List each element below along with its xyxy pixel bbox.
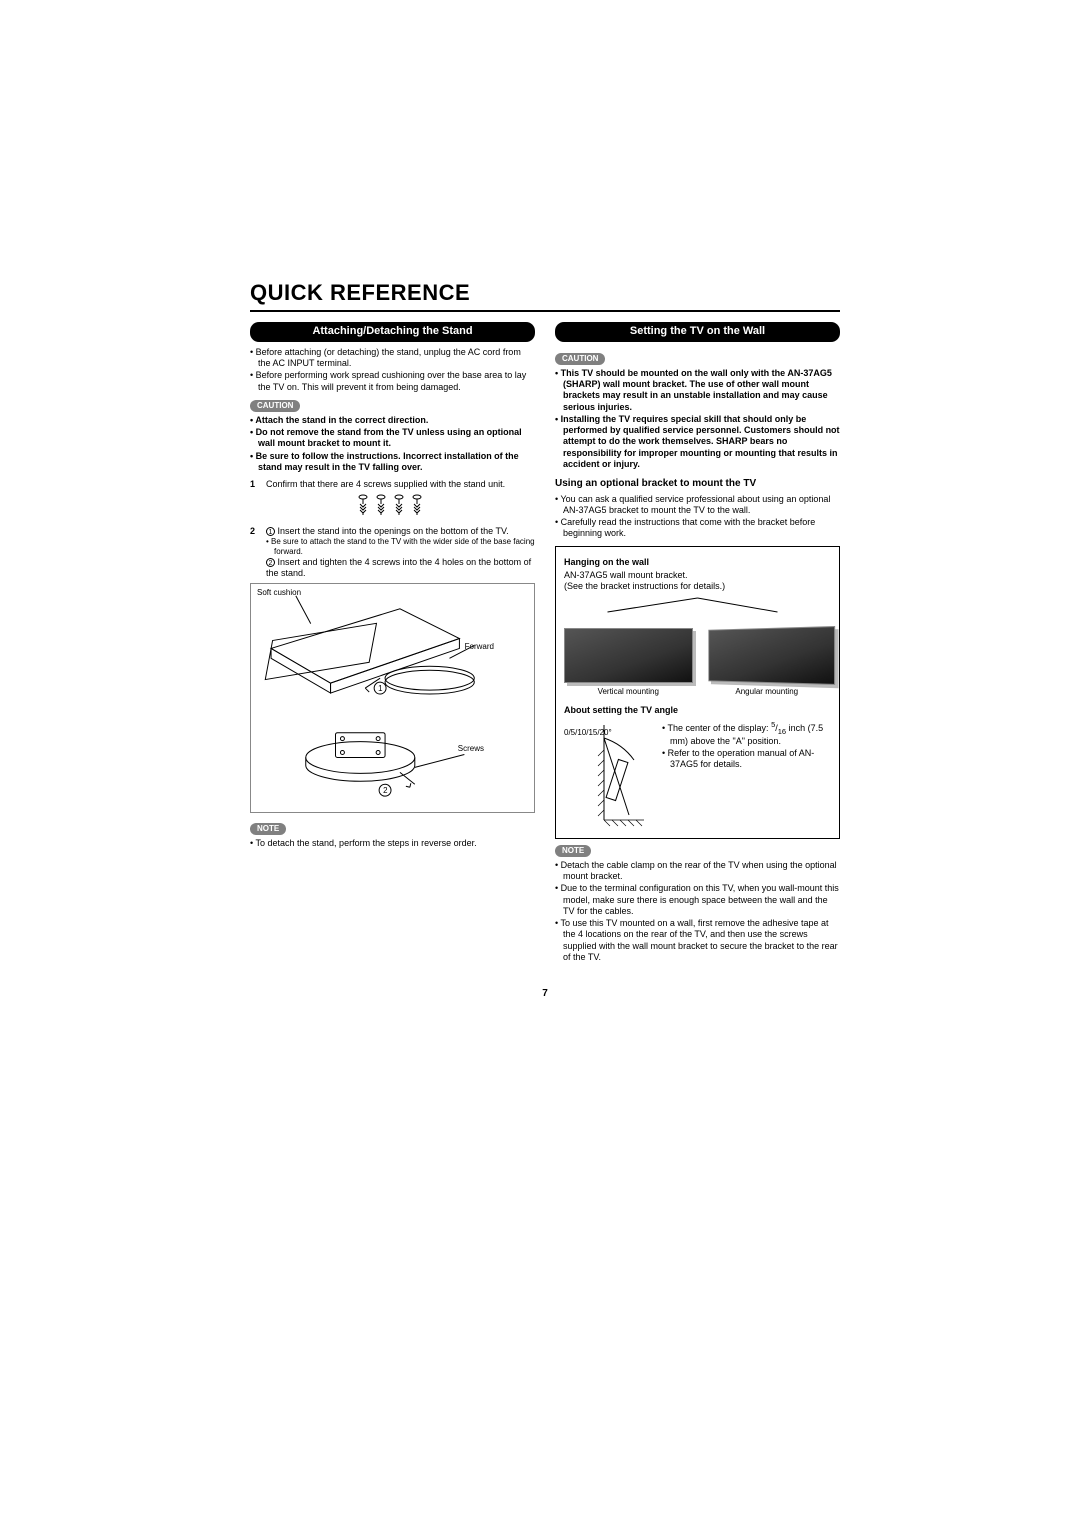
title-rule — [250, 310, 840, 312]
diagram-label: Screws — [458, 744, 484, 754]
mount-vertical: Vertical mounting — [564, 628, 693, 697]
angle-label: 0/5/10/15/20° — [564, 728, 612, 738]
frac-den: 16 — [778, 727, 786, 736]
angle-span: The center of the display: — [668, 723, 772, 733]
screws-icon — [353, 494, 433, 516]
left-column: Attaching/Detaching the Stand Before att… — [250, 322, 535, 964]
bracket-lines-icon — [564, 596, 831, 614]
angle-item: Refer to the operation manual of AN-37AG… — [662, 748, 831, 771]
svg-text:1: 1 — [378, 684, 383, 693]
note-item: Detach the cable clamp on the rear of th… — [555, 860, 840, 883]
caution-label: CAUTION — [555, 353, 605, 365]
substep-text: Insert the stand into the openings on th… — [278, 526, 509, 536]
right-caution-list: This TV should be mounted on the wall on… — [555, 368, 840, 470]
step-text: Confirm that there are 4 screws supplied… — [266, 479, 535, 490]
step-body: 1 Insert the stand into the openings on … — [266, 526, 535, 580]
mount-caption: Vertical mounting — [564, 687, 693, 697]
note-label: NOTE — [250, 823, 286, 835]
screws-figure — [250, 494, 535, 519]
caution-item: Be sure to follow the instructions. Inco… — [250, 451, 535, 474]
page-title: QUICK REFERENCE — [250, 280, 840, 306]
svg-text:2: 2 — [383, 786, 387, 795]
frac-num: 5 — [771, 720, 775, 729]
mount-angular: Angular mounting — [703, 628, 832, 697]
right-heading: Setting the TV on the Wall — [555, 322, 840, 342]
angle-heading: About setting the TV angle — [564, 705, 831, 716]
tv-thumb-icon — [564, 628, 693, 683]
mount-caption: Angular mounting — [703, 687, 832, 697]
stand-diagram-svg: 1 2 — [251, 584, 534, 812]
diagram-label: Forward — [465, 642, 494, 652]
note-item: Due to the terminal configuration on thi… — [555, 883, 840, 917]
step-number: 2 — [250, 526, 260, 580]
left-heading: Attaching/Detaching the Stand — [250, 322, 535, 342]
step-number: 1 — [250, 479, 260, 490]
subheading: Using an optional bracket to mount the T… — [555, 478, 840, 491]
caution-item: Attach the stand in the correct directio… — [250, 415, 535, 426]
diagram-label: Soft cushion — [257, 588, 301, 598]
left-intro: Before attaching (or detaching) the stan… — [250, 347, 535, 393]
caution-item: Installing the TV requires special skill… — [555, 414, 840, 470]
hanging-line: (See the bracket instructions for detail… — [564, 581, 831, 592]
circled-number-icon: 1 — [266, 527, 275, 536]
substep-sublist: Be sure to attach the stand to the TV wi… — [266, 537, 535, 557]
angle-list: The center of the display: 5/16 inch (7.… — [662, 720, 831, 771]
note-label: NOTE — [555, 845, 591, 857]
step-1: 1 Confirm that there are 4 screws suppli… — [250, 479, 535, 490]
note-item: To use this TV mounted on a wall, first … — [555, 918, 840, 963]
right-column: Setting the TV on the Wall CAUTION This … — [555, 322, 840, 964]
substep: 1 Insert the stand into the openings on … — [266, 526, 535, 537]
step-2: 2 1 Insert the stand into the openings o… — [250, 526, 535, 580]
intro-item: Before performing work spread cushioning… — [250, 370, 535, 393]
tv-thumb-icon — [708, 626, 834, 685]
page: QUICK REFERENCE Attaching/Detaching the … — [250, 280, 840, 999]
substep: 2 Insert and tighten the 4 screws into t… — [266, 557, 535, 580]
hanging-line: AN-37AG5 wall mount bracket. — [564, 570, 831, 581]
hanging-heading: Hanging on the wall — [564, 557, 831, 568]
caution-label: CAUTION — [250, 400, 300, 412]
stand-diagram: Soft cushion Forward Screws — [250, 583, 535, 813]
angle-figure: 0/5/10/15/20° — [564, 720, 654, 830]
right-h3-list: You can ask a qualified service professi… — [555, 494, 840, 540]
caution-item: Do not remove the stand from the TV unle… — [250, 427, 535, 450]
right-note-list: Detach the cable clamp on the rear of th… — [555, 860, 840, 963]
sub-note: Be sure to attach the stand to the TV wi… — [266, 537, 535, 557]
substep-text: Insert and tighten the 4 screws into the… — [266, 557, 531, 578]
list-item: Carefully read the instructions that com… — [555, 517, 840, 540]
left-caution-list: Attach the stand in the correct directio… — [250, 415, 535, 473]
hanging-frame: Hanging on the wall AN-37AG5 wall mount … — [555, 546, 840, 839]
mount-row: Vertical mounting Angular mounting — [564, 628, 831, 697]
left-note-list: To detach the stand, perform the steps i… — [250, 838, 535, 849]
list-item: You can ask a qualified service professi… — [555, 494, 840, 517]
page-number: 7 — [250, 988, 840, 999]
angle-row: 0/5/10/15/20° — [564, 720, 831, 830]
angle-text: The center of the display: 5/16 inch (7.… — [662, 720, 831, 830]
note-item: To detach the stand, perform the steps i… — [250, 838, 535, 849]
caution-item: This TV should be mounted on the wall on… — [555, 368, 840, 413]
columns: Attaching/Detaching the Stand Before att… — [250, 322, 840, 964]
angle-item: The center of the display: 5/16 inch (7.… — [662, 720, 831, 747]
circled-number-icon: 2 — [266, 558, 275, 567]
intro-item: Before attaching (or detaching) the stan… — [250, 347, 535, 370]
